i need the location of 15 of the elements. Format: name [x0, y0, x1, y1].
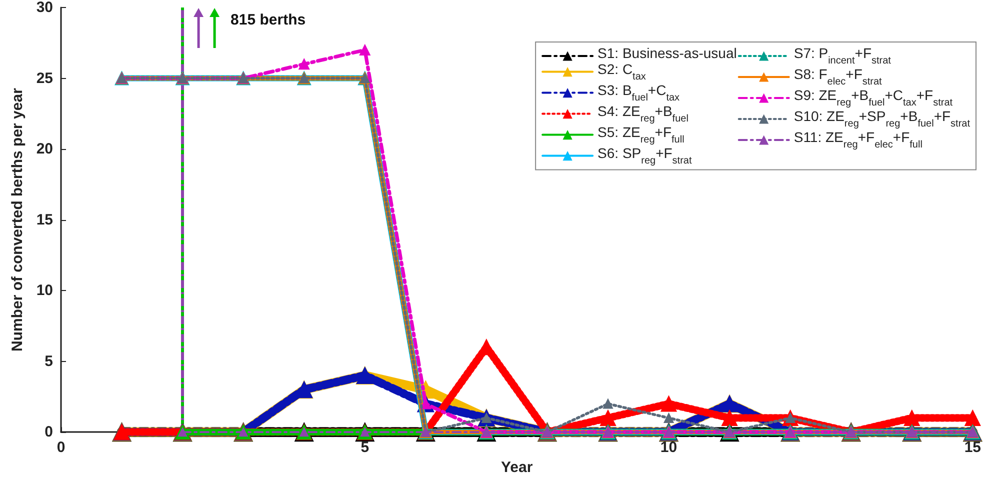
y-tick-label: 0: [44, 424, 53, 441]
y-tick-label: 20: [36, 140, 53, 158]
y-tick-label: 5: [44, 352, 53, 370]
x-tick-label: 10: [660, 439, 678, 456]
x-tick-label: 15: [964, 439, 981, 456]
y-axis-title: Number of converted berths per year: [9, 88, 26, 352]
x-tick-label: 0: [56, 439, 66, 456]
x-tick-label: 5: [360, 439, 370, 456]
y-tick-label: 15: [36, 211, 53, 228]
y-tick-label: 30: [36, 0, 53, 16]
legend-label: S1: Business-as-usual: [598, 45, 737, 61]
y-tick-label: 10: [36, 282, 53, 300]
x-axis-title: Year: [500, 459, 533, 476]
y-tick-label: 25: [36, 70, 53, 87]
annotation: 815 berths: [230, 12, 306, 28]
